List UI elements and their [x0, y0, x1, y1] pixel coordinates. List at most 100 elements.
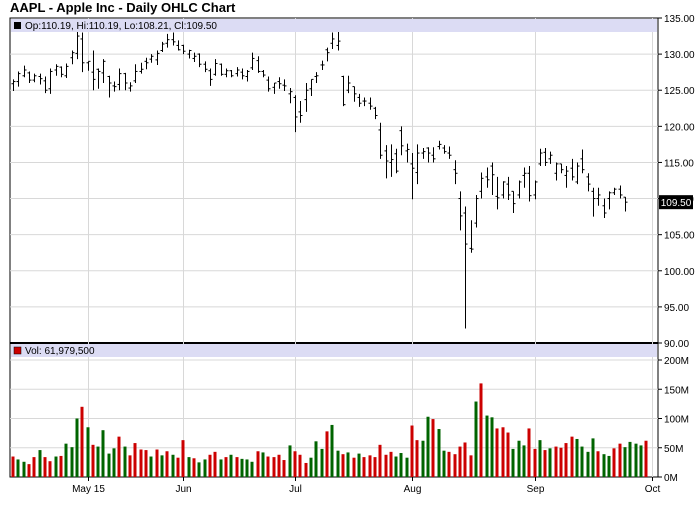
ohlc-bar [123, 72, 128, 91]
ohlc-bar [586, 173, 591, 192]
ohlc-bar [442, 145, 447, 154]
volume-bar [501, 427, 505, 477]
volume-bar [107, 453, 111, 477]
volume-bar [325, 431, 329, 477]
ohlc-bar [250, 52, 255, 70]
ohlc-bar [43, 76, 48, 94]
ohlc-bar [38, 73, 43, 85]
ohlc-bar [171, 32, 176, 46]
ohlc-bar [612, 187, 617, 195]
ohlc-bar [368, 97, 373, 110]
volume-bar [261, 452, 265, 477]
volume-bar [229, 454, 233, 477]
volume-bar [378, 444, 382, 477]
volume-bar [203, 459, 207, 477]
ohlc-bar [261, 70, 266, 78]
volume-bar [224, 457, 228, 477]
volume-bar [38, 450, 42, 477]
ohlc-bar [64, 63, 69, 78]
price-tick-label: 90.00 [664, 339, 689, 350]
volume-bar [171, 454, 175, 477]
ohlc-bar [527, 166, 532, 202]
volume-bar [298, 454, 302, 477]
volume-bar [527, 428, 531, 477]
volume-tick-label: 200M [664, 356, 689, 367]
volume-tick-label: 0M [664, 473, 678, 484]
volume-bar [22, 461, 26, 477]
volume-bars [11, 383, 648, 477]
ohlc-bar [256, 56, 261, 73]
ohlc-bar [272, 82, 277, 94]
ohlc-bar [511, 190, 516, 213]
volume-bar [149, 456, 153, 477]
ohlc-bar [224, 68, 229, 78]
ohlc-bar [266, 76, 271, 92]
volume-tick-label: 50M [664, 444, 683, 455]
price-tick-label: 135.00 [664, 14, 695, 25]
volume-bar [304, 462, 308, 477]
ohlc-bar [362, 97, 367, 107]
volume-bar [431, 419, 435, 477]
ohlc-bar [149, 54, 154, 63]
ohlc-bar [11, 79, 16, 91]
volume-bar [91, 444, 95, 477]
volume-bar [602, 454, 606, 477]
ohlc-bar [70, 50, 75, 65]
volume-bar [538, 440, 542, 477]
price-tick-label: 100.00 [664, 267, 695, 278]
volume-bar [320, 448, 324, 477]
ohlc-bar [336, 31, 341, 51]
ohlc-bar [282, 79, 287, 91]
ohlc-bar [304, 83, 309, 112]
volume-bar [522, 445, 526, 477]
volume-bar [245, 459, 249, 477]
ohlc-bar [447, 146, 452, 159]
ohlc-bar [463, 206, 468, 329]
volume-bar [266, 456, 270, 477]
ohlc-bar [192, 52, 197, 63]
ohlc-bar [325, 47, 330, 62]
price-legend-swatch [14, 22, 21, 29]
volume-bar [495, 428, 499, 477]
volume-bar [580, 446, 584, 477]
volume-tick-label: 100M [664, 415, 689, 426]
volume-bar [644, 440, 648, 477]
ohlc-bar [48, 68, 53, 94]
ohlc-bar [197, 53, 202, 68]
ohlc-bar [314, 72, 319, 83]
volume-bar [564, 443, 568, 477]
ohlc-bar [346, 75, 351, 94]
volume-bar [623, 447, 627, 477]
volume-bar [447, 451, 451, 477]
volume-bar [389, 451, 393, 477]
ohlc-bar [506, 176, 511, 200]
ohlc-bar [128, 82, 133, 92]
volume-bar [282, 460, 286, 477]
date-tick-label: Jun [175, 484, 191, 495]
volume-bar [357, 453, 361, 477]
ohlc-bar [405, 143, 410, 163]
volume-bar [160, 455, 164, 477]
volume-tick-label: 150M [664, 385, 689, 396]
volume-bar [288, 445, 292, 477]
volume-bar [128, 455, 132, 477]
ohlc-bar [559, 163, 564, 174]
ohlc-bar [607, 191, 612, 210]
ohlc-bar [378, 122, 383, 159]
ohlc-bar [235, 67, 240, 77]
date-tick-label: May 15 [72, 484, 105, 495]
volume-bar [421, 440, 425, 477]
volume-bar [591, 438, 595, 477]
ohlc-bar [27, 71, 32, 83]
volume-bar [155, 449, 159, 477]
volume-bar [187, 457, 191, 477]
ohlc-bar [580, 149, 585, 174]
price-grid [10, 18, 658, 343]
volume-bar [628, 441, 632, 477]
ohlc-bar [293, 95, 298, 133]
volume-bar [341, 454, 345, 477]
ohlc-bar [352, 86, 357, 102]
ohlc-bar [517, 180, 522, 199]
ohlc-bar [453, 160, 458, 185]
